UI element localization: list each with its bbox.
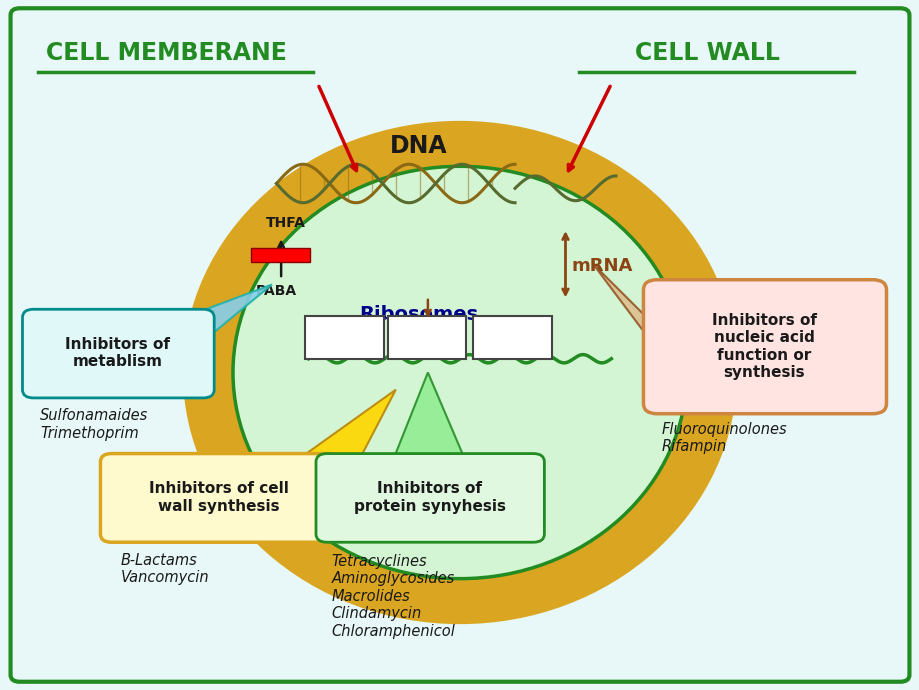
Text: Sulfonamaides
Trimethoprim: Sulfonamaides Trimethoprim: [40, 408, 148, 441]
Text: mRNA: mRNA: [571, 257, 632, 275]
Text: Inhibitors of
nucleic acid
function or
synthesis: Inhibitors of nucleic acid function or s…: [711, 313, 816, 380]
FancyBboxPatch shape: [100, 453, 337, 542]
Text: Tetracyclines
Aminoglycosides
Macrolides
Clindamycin
Chloramphenicol: Tetracyclines Aminoglycosides Macrolides…: [331, 554, 455, 638]
Polygon shape: [363, 373, 496, 534]
Ellipse shape: [233, 166, 686, 579]
Text: CELL MEMBERANE: CELL MEMBERANE: [46, 41, 287, 65]
Ellipse shape: [194, 132, 725, 613]
Text: Inhibitors of
protein synyhesis: Inhibitors of protein synyhesis: [353, 482, 505, 514]
Polygon shape: [79, 284, 272, 357]
FancyBboxPatch shape: [22, 309, 214, 398]
Polygon shape: [593, 264, 684, 386]
FancyBboxPatch shape: [315, 453, 544, 542]
Text: CELL WALL: CELL WALL: [634, 41, 779, 65]
Text: Fluoroquinolones
Rifampin: Fluoroquinolones Rifampin: [661, 422, 787, 455]
Text: Ribosomes: Ribosomes: [358, 304, 478, 324]
FancyBboxPatch shape: [10, 8, 909, 682]
Text: DNA: DNA: [390, 134, 447, 158]
Text: THFA: THFA: [266, 216, 305, 230]
Polygon shape: [199, 390, 395, 531]
FancyBboxPatch shape: [642, 279, 886, 414]
FancyBboxPatch shape: [387, 316, 466, 359]
FancyBboxPatch shape: [472, 316, 551, 359]
Text: Inhibitors of
metablism: Inhibitors of metablism: [65, 337, 170, 369]
FancyBboxPatch shape: [251, 248, 310, 262]
FancyBboxPatch shape: [305, 316, 383, 359]
Text: B-Lactams
Vancomycin: B-Lactams Vancomycin: [120, 553, 209, 585]
Text: Inhibitors of cell
wall synthesis: Inhibitors of cell wall synthesis: [149, 482, 289, 514]
Text: PABA: PABA: [255, 284, 297, 298]
